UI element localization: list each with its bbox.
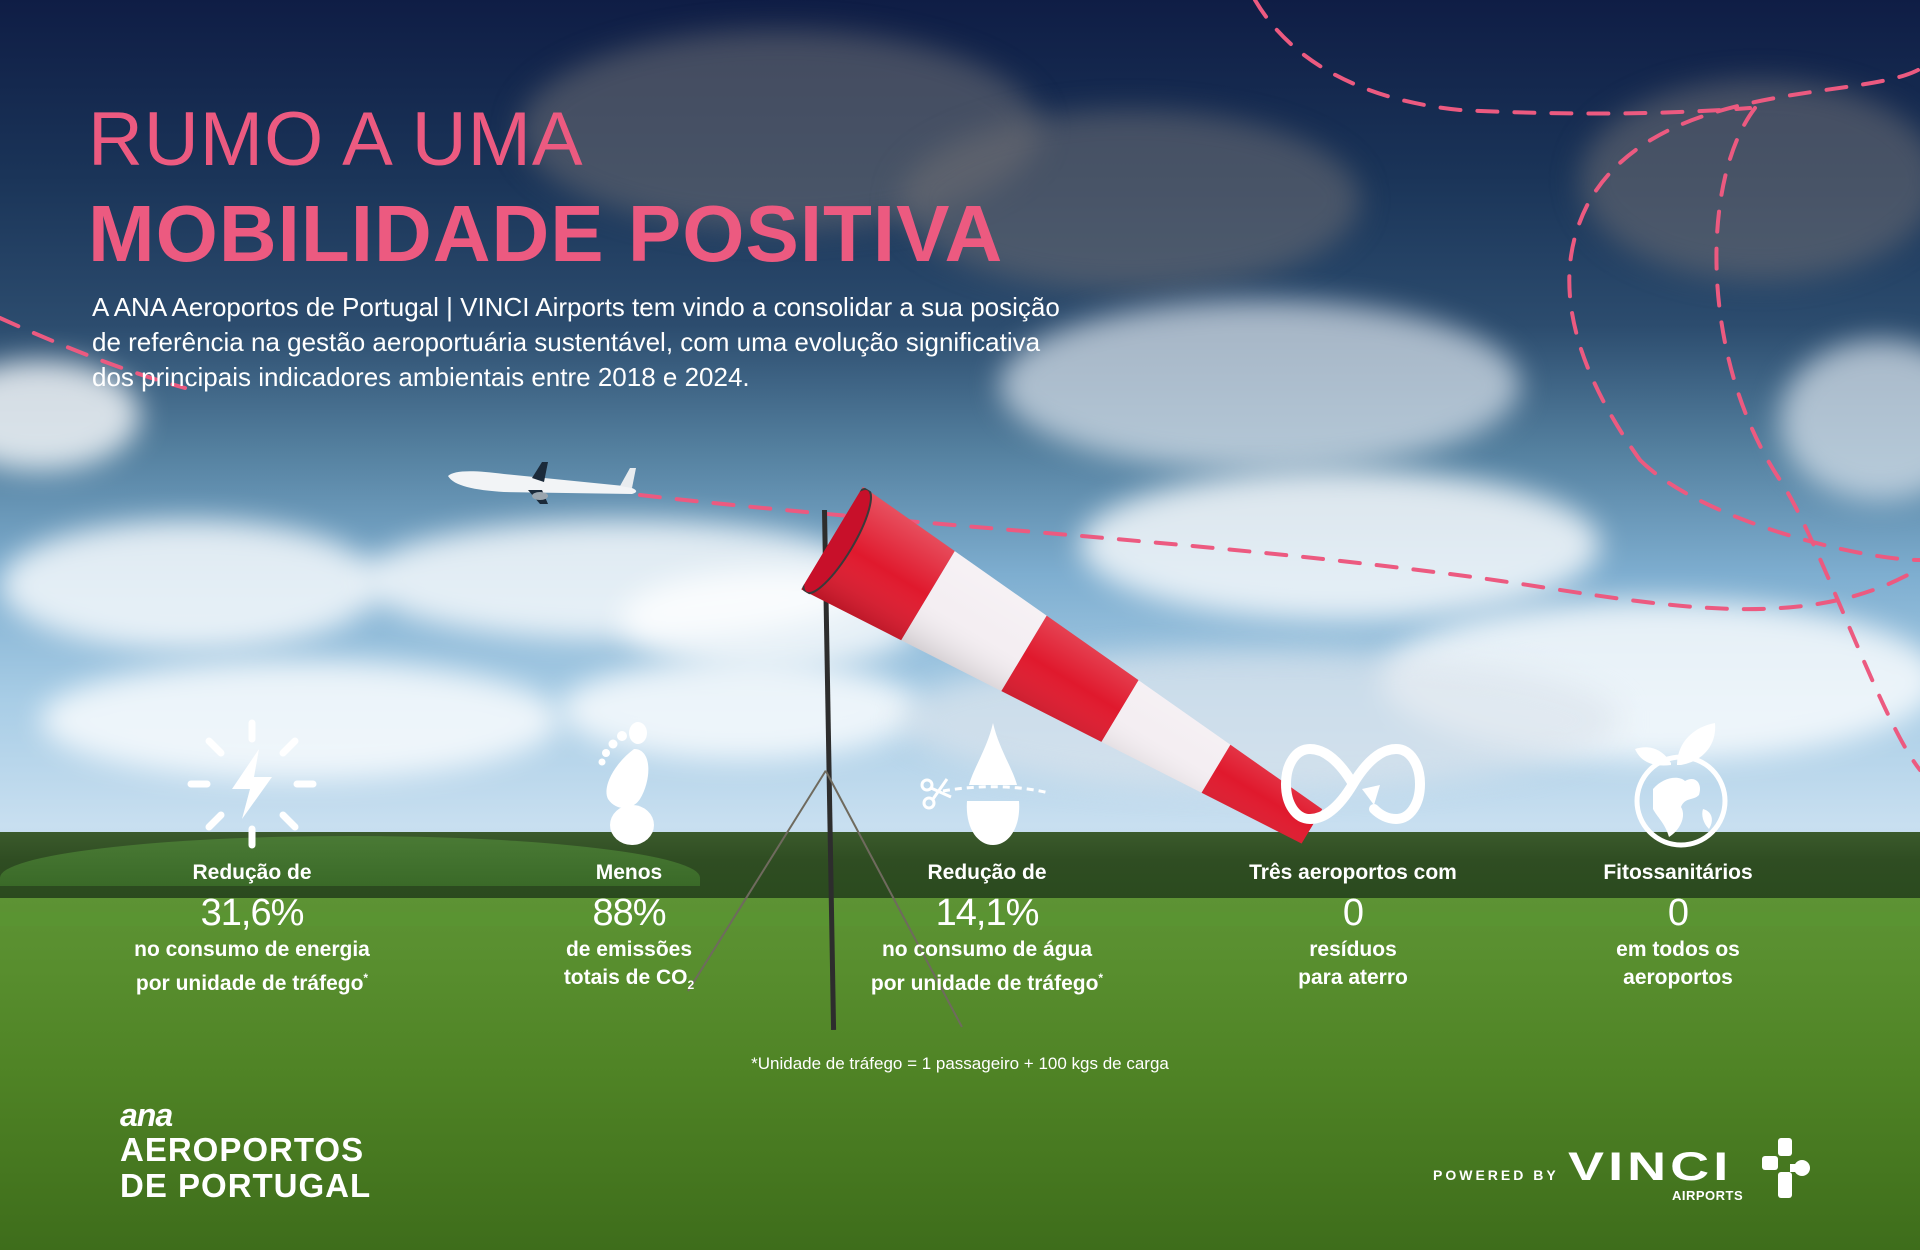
stat-lead: Redução de (192, 861, 312, 884)
stat-desc-text: por unidade de tráfego (135, 972, 364, 995)
stat-desc-line1: no consumo de energia (134, 938, 370, 961)
stat-value: 0 (1342, 892, 1364, 934)
stat-value: 0 (1667, 892, 1689, 934)
water-drop-cut-icon (920, 723, 1050, 845)
cloud (900, 110, 1360, 290)
stat-waste: Três aeroportos com 0 resíduos para ater… (1203, 718, 1503, 992)
stat-desc-line2: totais de CO2 (479, 964, 779, 999)
intro-paragraph: A ANA Aeroportos de Portugal | VINCI Air… (92, 290, 1242, 395)
cloud (1580, 80, 1920, 280)
grass-field (0, 898, 1920, 1250)
footnote-marker: * (1098, 971, 1104, 985)
cloud (0, 520, 380, 650)
stat-value: 31,6% (200, 892, 305, 934)
cloud (1080, 470, 1600, 620)
footprint-icon (598, 722, 654, 845)
stat-value: 88% (592, 892, 666, 934)
stat-desc-line2: para aterro (1298, 966, 1408, 989)
vinci-logo-mark-icon (1762, 1138, 1810, 1198)
windsock (801, 486, 1343, 878)
stat-desc-text: por unidade de tráfego (870, 972, 1099, 995)
intro-line: de referência na gestão aeroportuária su… (92, 327, 1041, 357)
stat-desc-line1: de emissões (565, 938, 693, 961)
ana-name-line1: AEROPORTOS (120, 1131, 365, 1168)
ana-name-line2: DE PORTUGAL (120, 1167, 372, 1204)
stat-phytosanitary: Fitossanitários 0 em todos os aeroportos (1528, 718, 1828, 992)
vinci-airports-label: AIRPORTS (1672, 1188, 1744, 1203)
stat-lead: Menos (595, 861, 663, 884)
stat-desc-line1: resíduos (1309, 938, 1397, 961)
infinity-recycle-icon (1280, 743, 1426, 825)
intro-line: dos principais indicadores ambientais en… (92, 362, 750, 392)
cloud (560, 660, 920, 760)
field-stripe (0, 912, 1920, 926)
stat-emissions: Menos 88% de emissões totais de CO2 (479, 718, 779, 999)
subscript: 2 (687, 978, 695, 993)
stat-lead: Fitossanitários (1603, 861, 1753, 884)
stat-desc-text: totais de CO (563, 966, 688, 989)
footnote: *Unidade de tráfego = 1 passageiro + 100… (751, 1054, 1169, 1073)
powered-by-label: POWERED BY (1433, 1167, 1559, 1183)
ana-logo: ana AEROPORTOS DE PORTUGAL (120, 1098, 371, 1204)
stat-value: 14,1% (935, 892, 1040, 934)
stat-desc-line2: por unidade de tráfego* (837, 964, 1137, 998)
stat-lead: Três aeroportos com (1249, 861, 1457, 884)
energy-bolt-icon (187, 719, 317, 849)
page-title-line2: MOBILIDADE POSITIVA (88, 189, 1004, 278)
page-title-line1: RUMO A UMA (88, 97, 584, 182)
vinci-logo-text: VINCI (1568, 1145, 1733, 1189)
cloud (1780, 340, 1920, 500)
stat-desc-line2: aeroportos (1623, 966, 1733, 989)
airplane-image (448, 462, 637, 504)
intro-line: A ANA Aeroportos de Portugal | VINCI Air… (92, 292, 1060, 322)
stat-energy: Redução de 31,6% no consumo de energia p… (102, 718, 402, 998)
footnote-marker: * (363, 971, 369, 985)
cloud (40, 660, 560, 780)
earth-leaf-icon (1634, 723, 1728, 848)
stat-water: Redução de 14,1% no consumo de água por … (837, 718, 1137, 998)
stat-desc-line1: em todos os (1616, 938, 1740, 961)
stat-lead: Redução de (927, 861, 1047, 884)
ana-mark: ana (120, 1097, 173, 1133)
cloud (1000, 300, 1520, 470)
stat-desc-line1: no consumo de água (881, 938, 1093, 961)
stat-desc-line2: por unidade de tráfego* (102, 964, 402, 998)
